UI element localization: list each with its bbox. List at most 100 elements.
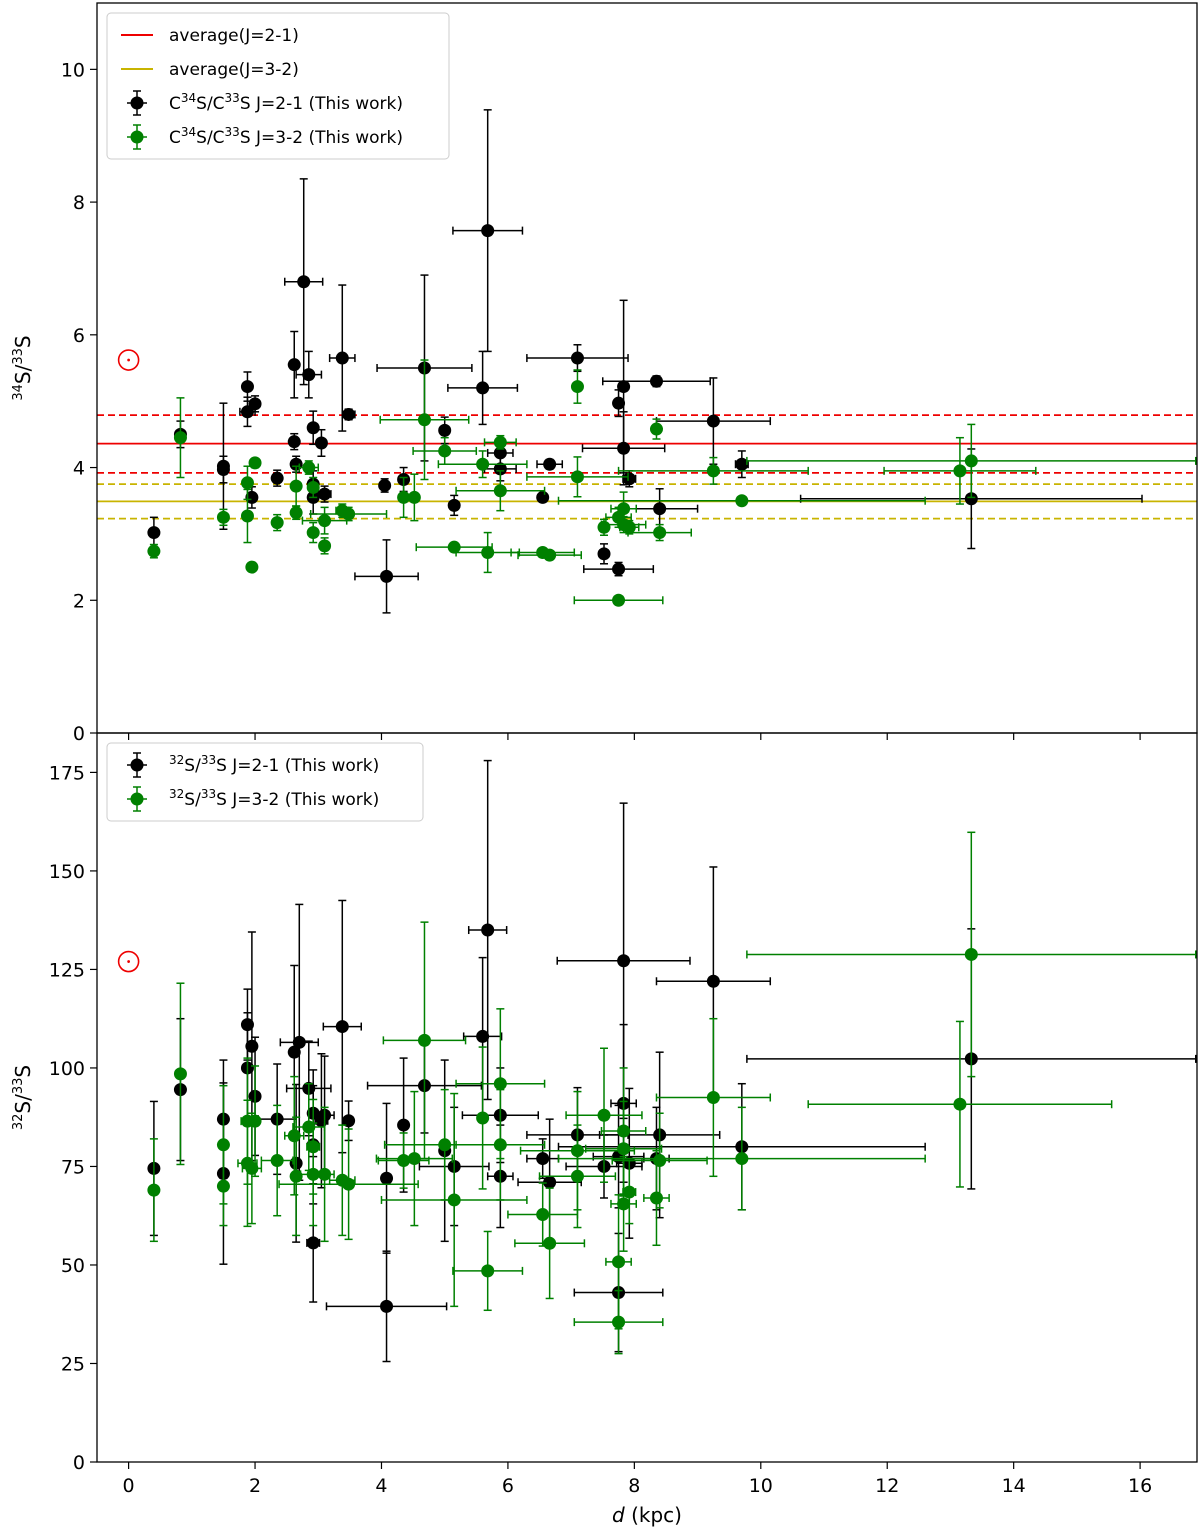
- data-marker: [543, 548, 557, 562]
- data-marker: [147, 1183, 161, 1197]
- legend-label: C34S/C33S J=2-1 (This work): [169, 91, 403, 114]
- x-tick-label: 14: [1002, 1475, 1026, 1497]
- data-marker: [397, 1118, 411, 1132]
- data-marker: [306, 480, 320, 494]
- data-point: [746, 831, 1197, 1078]
- data-point: [328, 284, 356, 432]
- legend-marker-swatch: [130, 130, 144, 144]
- data-marker: [612, 593, 626, 607]
- data-marker: [612, 396, 626, 410]
- data-point: [248, 1065, 262, 1178]
- data-marker: [342, 1177, 356, 1191]
- data-marker: [147, 544, 161, 558]
- data-marker: [493, 462, 507, 476]
- data-marker: [493, 1077, 507, 1091]
- data-point: [354, 539, 419, 614]
- data-marker: [270, 516, 284, 530]
- data-marker: [597, 547, 611, 561]
- legend: 32S/33S J=2-1 (This work) 32S/33S J=3-2 (…: [106, 742, 424, 822]
- data-marker: [649, 374, 663, 388]
- data-marker: [270, 471, 284, 485]
- data-marker: [248, 1114, 262, 1128]
- data-marker: [287, 358, 301, 372]
- data-marker: [245, 560, 259, 574]
- data-marker: [735, 457, 749, 471]
- data-marker: [173, 431, 187, 445]
- data-marker: [240, 476, 254, 490]
- data-point: [476, 1046, 490, 1190]
- data-marker: [417, 1033, 431, 1047]
- y-tick-label: 0: [73, 1452, 85, 1474]
- data-marker: [245, 490, 259, 504]
- top-panel-ratio-34s-33s: 0 2 4 6 8 10 34S/33S average(J=2-1) average(J=3-…: [11, 2, 1198, 745]
- data-point: [452, 1230, 524, 1312]
- data-point: [317, 485, 332, 503]
- sun-ring: [117, 349, 140, 371]
- data-point: [557, 494, 926, 508]
- data-marker: [649, 1191, 663, 1205]
- data-point: [415, 540, 493, 554]
- y-axis-label: 32S/33S: [11, 1065, 35, 1130]
- data-marker: [314, 436, 328, 450]
- data-point: [284, 178, 324, 386]
- data-marker: [735, 1152, 749, 1166]
- y-tick-label: 2: [73, 590, 85, 612]
- data-marker: [617, 380, 631, 394]
- data-point: [341, 407, 356, 421]
- data-marker: [302, 461, 316, 475]
- data-point: [447, 350, 519, 426]
- data-marker: [287, 1045, 301, 1059]
- data-point: [147, 1138, 161, 1243]
- data-point: [306, 1098, 321, 1195]
- data-point: [216, 455, 230, 484]
- data-marker: [597, 520, 611, 534]
- x-axis-label: d (kpc): [612, 1503, 682, 1527]
- data-marker: [270, 1154, 284, 1168]
- data-marker: [570, 1169, 584, 1183]
- legend-box: [106, 12, 450, 160]
- x-tick-label: 12: [875, 1475, 899, 1497]
- data-point: [437, 450, 528, 479]
- data-marker: [649, 422, 663, 436]
- data-point: [610, 1155, 638, 1252]
- data-point: [248, 456, 262, 470]
- data-marker: [570, 351, 584, 365]
- x-tick-label: 6: [502, 1475, 514, 1497]
- data-marker: [481, 923, 495, 937]
- data-marker: [306, 1140, 320, 1154]
- data-point: [314, 428, 328, 458]
- data-point: [455, 531, 521, 574]
- data-point: [240, 371, 254, 402]
- data-point: [173, 397, 187, 479]
- data-marker: [306, 526, 320, 540]
- data-marker: [287, 435, 301, 449]
- data-point: [883, 436, 1037, 505]
- data-point: [407, 473, 421, 522]
- data-marker: [306, 421, 320, 435]
- data-marker: [245, 1039, 259, 1053]
- data-point: [173, 982, 187, 1166]
- axes-frame: [96, 732, 1198, 1463]
- data-marker: [597, 1108, 611, 1122]
- sun-ring: [117, 950, 140, 973]
- data-point: [260, 1104, 294, 1217]
- data-point: [248, 395, 262, 413]
- data-point: [746, 423, 1197, 499]
- data-point: [322, 899, 363, 1154]
- data-marker: [953, 464, 967, 478]
- data-marker: [438, 423, 452, 437]
- data-point: [240, 488, 254, 544]
- data-marker: [653, 1154, 667, 1168]
- data-marker: [493, 484, 507, 498]
- sun-dot: [127, 358, 131, 362]
- x-tick-label: 0: [123, 1475, 135, 1497]
- data-marker: [617, 441, 631, 455]
- data-marker: [216, 510, 230, 524]
- y-tick-label: 0: [73, 723, 85, 745]
- x-tick-label: 8: [628, 1475, 640, 1497]
- data-point: [467, 759, 508, 1101]
- data-point: [306, 410, 320, 446]
- data-point: [612, 389, 626, 418]
- data-point: [807, 1020, 1113, 1188]
- data-marker: [476, 457, 490, 471]
